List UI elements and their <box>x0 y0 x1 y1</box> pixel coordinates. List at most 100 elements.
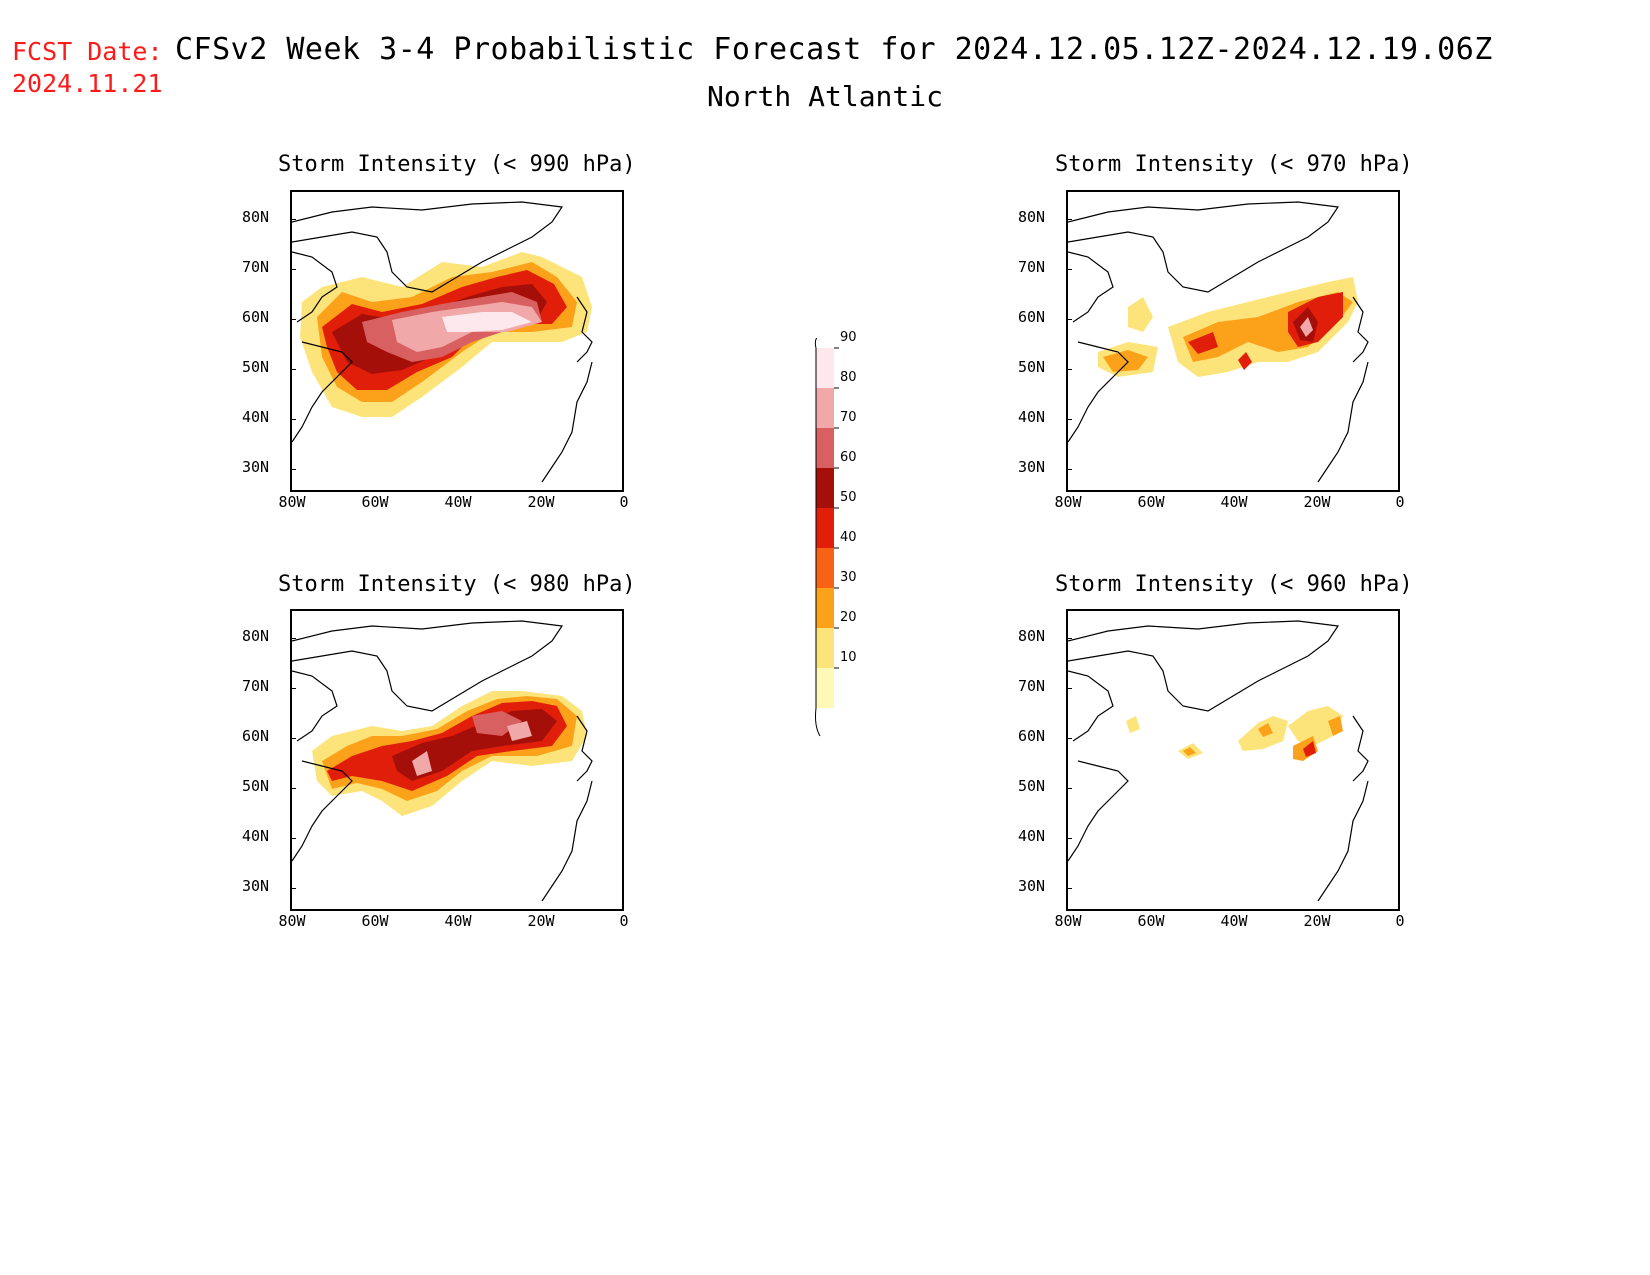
lat-tick-mark <box>1066 269 1072 270</box>
panel-title-990: Storm Intensity (< 990 hPa) <box>278 152 636 177</box>
lon-tick-label: 20W <box>1303 912 1331 930</box>
lat-tick-label: 40N <box>1018 827 1046 845</box>
colorbar-swatch <box>816 348 834 388</box>
lon-tick-label: 80W <box>1054 493 1082 511</box>
shading-990 <box>300 252 592 417</box>
shading-970 <box>1098 277 1358 377</box>
lat-tick-mark <box>1066 219 1072 220</box>
colorbar-swatch <box>816 428 834 468</box>
colorbar-label: 90 <box>840 330 857 345</box>
colorbar-label: 20 <box>840 610 857 625</box>
colorbar-swatch <box>816 588 834 628</box>
lon-tick-label: 20W <box>1303 493 1331 511</box>
lat-tick-mark <box>290 638 296 639</box>
lat-tick-mark <box>290 219 296 220</box>
forecast-date-label: FCST Date: <box>12 37 163 66</box>
lon-tick-label: 80W <box>278 493 306 511</box>
colorbar-swatch <box>816 628 834 668</box>
lat-tick-label: 50N <box>1018 358 1046 376</box>
map-panel-980 <box>290 609 624 911</box>
colorbar-label: 50 <box>840 490 857 505</box>
lat-tick-label: 70N <box>242 677 270 695</box>
lat-tick-mark <box>290 888 296 889</box>
colorbar-swatch <box>816 508 834 548</box>
colorbar-label: 30 <box>840 570 857 585</box>
map-panel-970 <box>1066 190 1400 492</box>
lat-tick-mark <box>290 838 296 839</box>
lat-tick-label: 40N <box>1018 408 1046 426</box>
lat-tick-mark <box>1066 319 1072 320</box>
lat-tick-mark <box>290 738 296 739</box>
lat-tick-label: 50N <box>242 777 270 795</box>
colorbar-bottom-cap <box>815 707 821 737</box>
probability-field-980 <box>292 620 593 902</box>
lat-tick-label: 80N <box>1018 627 1046 645</box>
panel-title-980: Storm Intensity (< 980 hPa) <box>278 572 636 597</box>
lon-tick-label: 20W <box>527 912 555 930</box>
lon-tick-label: 0 <box>619 493 629 511</box>
lat-tick-mark <box>1066 688 1072 689</box>
lon-tick-label: 60W <box>361 493 389 511</box>
lat-tick-mark <box>290 788 296 789</box>
colorbar-label: 70 <box>840 410 857 425</box>
lon-tick-label: 80W <box>1054 912 1082 930</box>
colorbar-label: 60 <box>840 450 857 465</box>
lon-tick-label: 0 <box>619 912 629 930</box>
lat-tick-label: 80N <box>242 208 270 226</box>
lat-tick-label: 60N <box>242 727 270 745</box>
colorbar-swatch <box>816 548 834 588</box>
lat-tick-mark <box>1066 369 1072 370</box>
probability-field-970 <box>1068 201 1369 483</box>
colorbar-swatch <box>816 668 834 708</box>
lat-tick-label: 70N <box>1018 258 1046 276</box>
lat-tick-label: 60N <box>1018 727 1046 745</box>
shading-960 <box>1126 706 1343 761</box>
lon-tick-label: 40W <box>444 912 472 930</box>
lat-tick-label: 60N <box>242 308 270 326</box>
lat-tick-label: 80N <box>1018 208 1046 226</box>
lat-tick-label: 60N <box>1018 308 1046 326</box>
lat-tick-mark <box>1066 738 1072 739</box>
lat-tick-mark <box>290 688 296 689</box>
lon-tick-label: 60W <box>1137 912 1165 930</box>
lat-tick-label: 70N <box>242 258 270 276</box>
map-panel-990 <box>290 190 624 492</box>
probability-field-990 <box>292 201 593 483</box>
colorbar-swatches <box>814 335 839 737</box>
lat-tick-label: 30N <box>242 458 270 476</box>
lat-tick-mark <box>1066 419 1072 420</box>
figure-title: CFSv2 Week 3-4 Probabilistic Forecast fo… <box>175 32 1493 67</box>
lat-tick-label: 30N <box>242 877 270 895</box>
shading-980 <box>312 691 587 816</box>
colorbar-label: 40 <box>840 530 857 545</box>
lat-tick-mark <box>1066 469 1072 470</box>
lat-tick-label: 50N <box>1018 777 1046 795</box>
lat-tick-mark <box>290 269 296 270</box>
colorbar <box>800 335 860 752</box>
lat-tick-label: 80N <box>242 627 270 645</box>
lon-tick-label: 20W <box>527 493 555 511</box>
lat-tick-mark <box>1066 788 1072 789</box>
coastlines-990 <box>292 201 593 483</box>
lat-tick-mark <box>290 469 296 470</box>
colorbar-top-cap <box>814 335 819 349</box>
lat-tick-label: 30N <box>1018 458 1046 476</box>
panel-title-970: Storm Intensity (< 970 hPa) <box>1055 152 1413 177</box>
lon-tick-label: 60W <box>361 912 389 930</box>
lon-tick-label: 40W <box>1220 493 1248 511</box>
colorbar-label: 10 <box>840 650 857 665</box>
coastlines-970 <box>1068 201 1369 483</box>
colorbar-label: 80 <box>840 370 857 385</box>
lat-tick-mark <box>290 419 296 420</box>
colorbar-swatch <box>816 468 834 508</box>
lon-tick-label: 40W <box>1220 912 1248 930</box>
lat-tick-mark <box>1066 638 1072 639</box>
coastlines-980 <box>292 620 593 902</box>
lat-tick-label: 70N <box>1018 677 1046 695</box>
map-panel-960 <box>1066 609 1400 911</box>
coastlines-960 <box>1068 620 1369 902</box>
lat-tick-mark <box>1066 888 1072 889</box>
lon-tick-label: 0 <box>1395 493 1405 511</box>
lon-tick-label: 60W <box>1137 493 1165 511</box>
colorbar-swatch <box>816 388 834 428</box>
